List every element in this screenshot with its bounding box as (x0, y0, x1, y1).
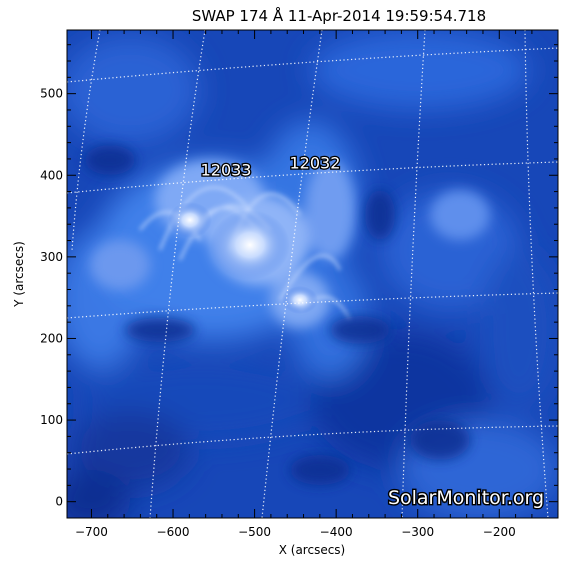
x-tick-label: −300 (401, 525, 434, 539)
solar-image (67, 30, 558, 518)
y-tick-label: 200 (40, 331, 63, 345)
y-tick-label: 400 (40, 168, 63, 182)
heliographic-grid (67, 30, 558, 518)
region-label: 12032 (289, 154, 340, 173)
chart-title: SWAP 174 Å 11-Apr-2014 19:59:54.718 (192, 6, 486, 25)
x-axis: −700 −600 −500 −400 −300 −200 (75, 30, 533, 539)
plot-frame (66, 29, 559, 519)
y-axis-title: Y (arcsecs) (12, 241, 26, 308)
region-label: 12033 (201, 160, 252, 179)
x-axis-title: X (arcsecs) (279, 543, 346, 557)
y-tick-label: 100 (40, 413, 63, 427)
x-tick-label: −200 (483, 525, 516, 539)
region-labels: 12033 12032 (199, 152, 341, 180)
x-tick-label: −500 (238, 525, 271, 539)
x-tick-label: −700 (75, 525, 108, 539)
x-tick-label: −600 (157, 525, 190, 539)
y-tick-label: 0 (55, 495, 63, 509)
x-tick-label: −400 (320, 525, 353, 539)
y-tick-label: 500 (40, 87, 63, 101)
watermark-text: SolarMonitor.org (388, 487, 544, 509)
y-axis: 0 100 200 300 400 500 (40, 44, 558, 519)
y-tick-label: 300 (40, 250, 63, 264)
